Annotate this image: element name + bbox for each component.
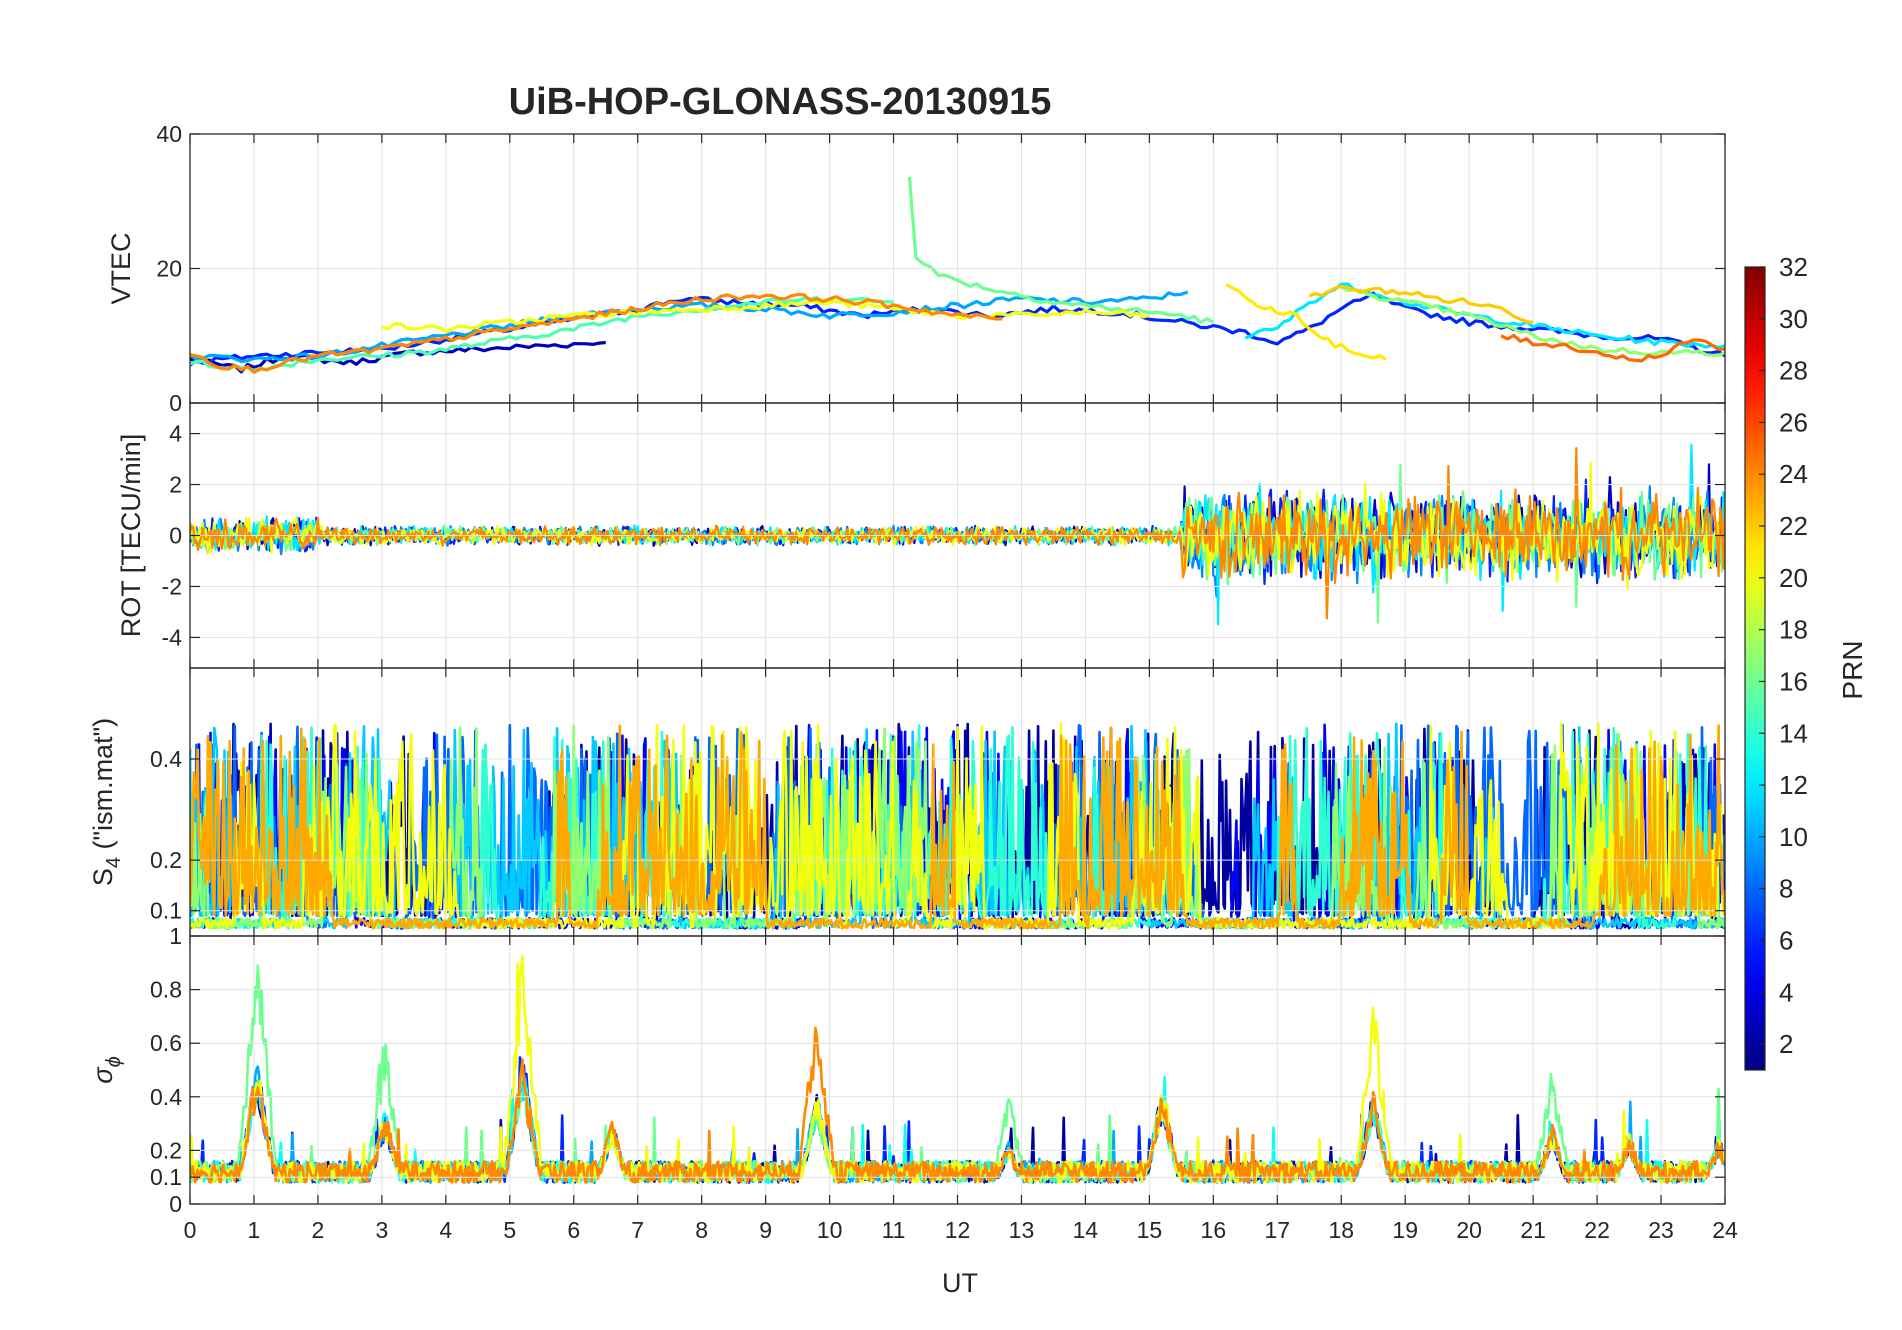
x-tick-label: 1 <box>248 1217 261 1243</box>
colorbar-tick-label: 10 <box>1779 822 1808 852</box>
colorbar-gradient <box>1745 267 1765 1070</box>
vtec-line-prn24 <box>190 293 1003 374</box>
vtec-panel: 0 20 40 VTEC <box>106 121 1726 416</box>
colorbar-tick-label: 16 <box>1779 666 1808 696</box>
x-tick-label: 3 <box>375 1217 388 1243</box>
s4-y-label: S4 ("ism.mat") <box>88 718 125 886</box>
sigma-y-label: σϕ <box>88 1056 125 1083</box>
vtec-line-prn21 <box>1225 283 1387 361</box>
vtec-line-prn20 <box>381 299 1150 334</box>
s4-y-tick-label: 0.4 <box>150 746 182 772</box>
colorbar-tick-label: 2 <box>1779 1029 1793 1059</box>
colorbar-tick-label: 24 <box>1779 459 1808 489</box>
colorbar-tick-label: 6 <box>1779 925 1793 955</box>
x-tick-label: 8 <box>695 1217 708 1243</box>
x-tick-label: 13 <box>1009 1217 1035 1243</box>
vtec-y-tick-label: 20 <box>156 256 182 282</box>
colorbar-tick-label: 28 <box>1779 356 1808 386</box>
x-tick-label: 14 <box>1073 1217 1099 1243</box>
s4-series <box>190 722 1725 930</box>
s4-y-tick-label: 0.1 <box>150 898 182 924</box>
colorbar-tick-label: 12 <box>1779 770 1808 800</box>
vtec-series <box>190 176 1725 374</box>
s4-y-tick-label: 0.2 <box>150 847 182 873</box>
x-tick-label: 6 <box>567 1217 580 1243</box>
sigma-y-tick-label: 0.8 <box>150 977 182 1003</box>
x-tick-label: 0 <box>184 1217 197 1243</box>
x-tick-label: 24 <box>1712 1217 1738 1243</box>
sigma-y-tick-label: 0.4 <box>150 1084 182 1110</box>
x-tick-label: 21 <box>1520 1217 1546 1243</box>
x-tick-label: 20 <box>1456 1217 1482 1243</box>
x-tick-label: 5 <box>503 1217 516 1243</box>
colorbar-tick-label: 22 <box>1779 511 1808 541</box>
vtec-line-prn3 <box>190 340 606 374</box>
x-tick-label: 7 <box>631 1217 644 1243</box>
vtec-y-tick-label: 40 <box>156 121 182 147</box>
vtec-line-prn15 <box>190 296 894 372</box>
x-tick-label: 4 <box>439 1217 452 1243</box>
rot-y-tick-label: -4 <box>162 624 183 650</box>
x-tick-label: 23 <box>1648 1217 1674 1243</box>
rot-y-tick-label: 0 <box>169 523 182 549</box>
rot-line-prn24 <box>190 447 1725 620</box>
vtec-line-prn17 <box>1340 285 1725 357</box>
x-tick-label: 11 <box>882 1217 906 1243</box>
colorbar-tick-label: 26 <box>1779 407 1808 437</box>
x-tick-label: 2 <box>312 1217 325 1243</box>
x-tick-label: 18 <box>1328 1217 1354 1243</box>
colorbar-tick-label: 4 <box>1779 977 1793 1007</box>
colorbar-tick-label: 20 <box>1779 563 1808 593</box>
sigma-y-tick-label: 1 <box>169 923 182 949</box>
x-tick-label: 12 <box>945 1217 971 1243</box>
s4-line-prn20 <box>190 722 1725 930</box>
vtec-line-prn6 <box>190 291 1725 367</box>
vtec-line-prn22 <box>1308 284 1534 324</box>
rot-y-tick-label: 2 <box>169 472 182 498</box>
sigma-y-tick-label: 0.1 <box>150 1164 182 1190</box>
rot-y-tick-label: -2 <box>162 573 182 599</box>
x-tick-label: 10 <box>817 1217 843 1243</box>
x-tick-label: 17 <box>1264 1217 1290 1243</box>
axes-box <box>189 935 1726 1205</box>
colorbar-tick-label: 30 <box>1779 304 1808 334</box>
colorbar-tick-label: 8 <box>1779 874 1793 904</box>
colorbar-label: PRN <box>1837 640 1868 699</box>
x-tick-label: 22 <box>1584 1217 1610 1243</box>
s4-panel: 0.1 0.2 0.4 S4 ("ism.mat") <box>88 667 1726 937</box>
x-tick-label: 9 <box>759 1217 772 1243</box>
sigma-y-tick-label: 0 <box>169 1191 182 1217</box>
colorbar-box <box>1744 266 1766 1071</box>
vtec-y-tick-label: 0 <box>169 390 182 416</box>
x-tick-label: 15 <box>1137 1217 1163 1243</box>
x-tick-label: 19 <box>1392 1217 1418 1243</box>
chart-title: UiB-HOP-GLONASS-20130915 <box>509 81 1052 123</box>
colorbar-tick-label: 32 <box>1779 252 1808 282</box>
vtec-line-prn16 <box>907 176 1215 324</box>
sigma-phi-panel: 00.10.20.40.60.810 1 2 3 4 5 6 7 8 9 10 11 12 13 14 15 1… <box>88 923 1738 1243</box>
rot-panel: -4 -2 0 2 4 ROT [TECU/min] <box>116 402 1726 669</box>
x-tick-label: 16 <box>1201 1217 1227 1243</box>
sigma-y-tick-label: 0.2 <box>150 1137 182 1163</box>
colorbar-tick-label: 14 <box>1779 718 1808 748</box>
rot-y-tick-label: 4 <box>169 421 182 447</box>
colorbar-tick-label: 18 <box>1779 615 1808 645</box>
x-axis-label: UT <box>942 1268 978 1298</box>
sigma-y-tick-label: 0.6 <box>150 1030 182 1056</box>
vtec-y-label: VTEC <box>106 232 136 304</box>
rot-y-label: ROT [TECU/min] <box>116 434 146 638</box>
vtec-line-prn25 <box>1500 333 1725 363</box>
